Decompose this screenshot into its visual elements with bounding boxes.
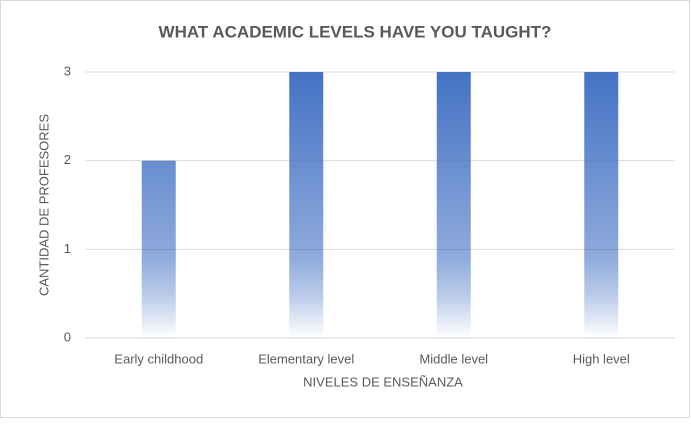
bar — [141, 160, 176, 338]
x-tick-label: Elementary level — [258, 351, 354, 366]
x-tick-label: High level — [573, 351, 630, 366]
y-tick-label: 1 — [64, 241, 71, 256]
bar — [584, 72, 619, 338]
y-tick-label: 2 — [64, 152, 71, 167]
bar — [289, 72, 324, 338]
x-tick-label: Early childhood — [114, 351, 203, 366]
y-axis-label: CANTIDAD DE PROFESORES — [36, 114, 51, 296]
y-tick-label: 0 — [64, 329, 71, 344]
x-tick-label: Middle level — [419, 351, 488, 366]
x-axis-label: NIVELES DE ENSEÑANZA — [303, 374, 463, 389]
chart-title: WHAT ACADEMIC LEVELS HAVE YOU TAUGHT? — [159, 22, 552, 41]
bar — [436, 72, 471, 338]
y-tick-label: 3 — [64, 63, 71, 78]
